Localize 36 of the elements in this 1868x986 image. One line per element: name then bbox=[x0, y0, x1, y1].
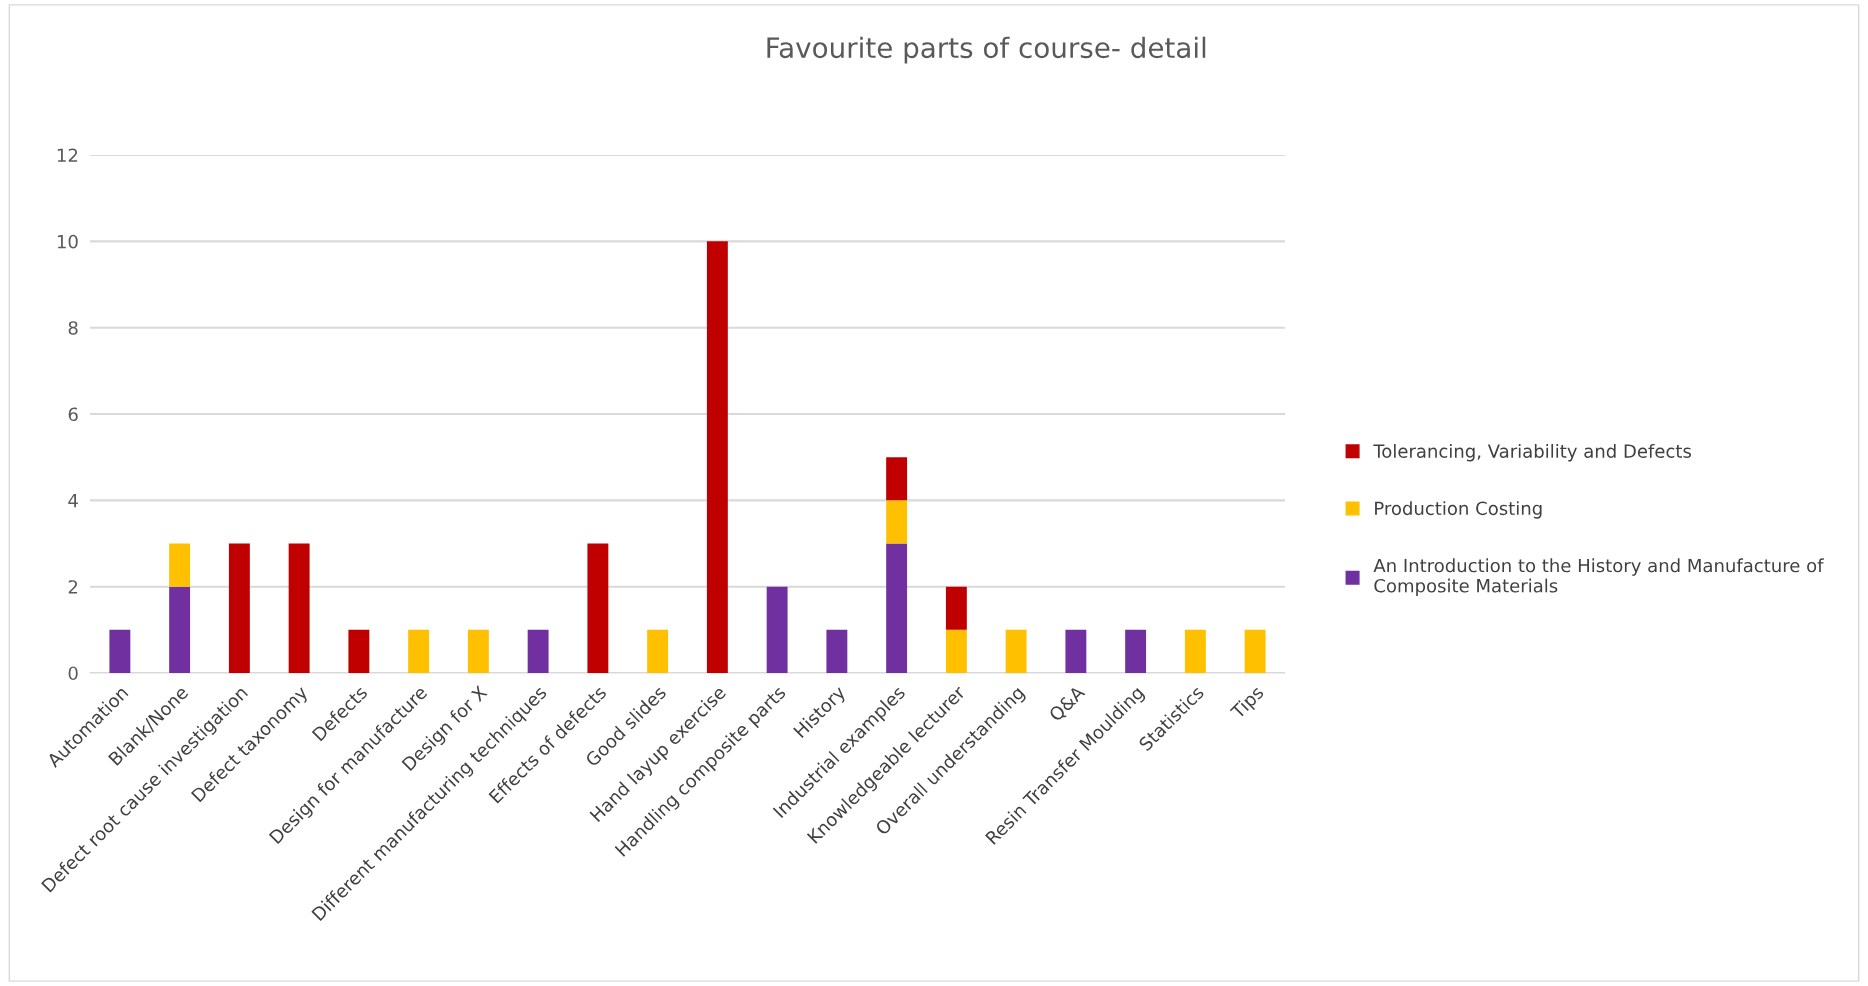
bar bbox=[1125, 629, 1147, 673]
x-tick-label: Tips bbox=[1229, 684, 1267, 723]
legend-label: Production Costing bbox=[1375, 501, 1542, 519]
bar bbox=[886, 543, 908, 673]
bar bbox=[647, 629, 669, 673]
y-tick-label: 0 bbox=[68, 666, 78, 681]
bar bbox=[1065, 629, 1087, 673]
bar bbox=[945, 629, 967, 673]
bar bbox=[886, 500, 908, 544]
bar bbox=[1005, 629, 1027, 673]
bar bbox=[527, 629, 549, 673]
bar bbox=[408, 629, 430, 673]
bar bbox=[766, 586, 788, 673]
bar bbox=[109, 629, 131, 673]
chart-title: Favourite parts of course- detail bbox=[767, 36, 1206, 64]
y-tick-label: 10 bbox=[57, 234, 78, 249]
y-tick-label: 2 bbox=[68, 580, 78, 594]
y-tick-label: 8 bbox=[68, 321, 78, 335]
bar bbox=[826, 629, 848, 673]
bar bbox=[587, 543, 609, 673]
bar bbox=[228, 543, 250, 673]
legend-label: An Introduction to the History and Manufacture of Composite Materials bbox=[1373, 558, 1824, 597]
bar bbox=[1184, 629, 1206, 673]
y-tick-label: 12 bbox=[57, 148, 78, 162]
bar bbox=[348, 629, 370, 673]
bar bbox=[169, 586, 191, 673]
bar bbox=[467, 629, 489, 673]
y-tick-label: 6 bbox=[68, 407, 78, 422]
bar bbox=[886, 457, 908, 501]
bar bbox=[945, 586, 967, 630]
bar bbox=[169, 543, 191, 587]
bar bbox=[288, 543, 310, 673]
bar bbox=[706, 241, 728, 673]
legend-label: Tolerancing, Variability and Defects bbox=[1373, 443, 1691, 462]
y-tick-label: 4 bbox=[68, 494, 78, 508]
bar bbox=[1244, 629, 1266, 673]
